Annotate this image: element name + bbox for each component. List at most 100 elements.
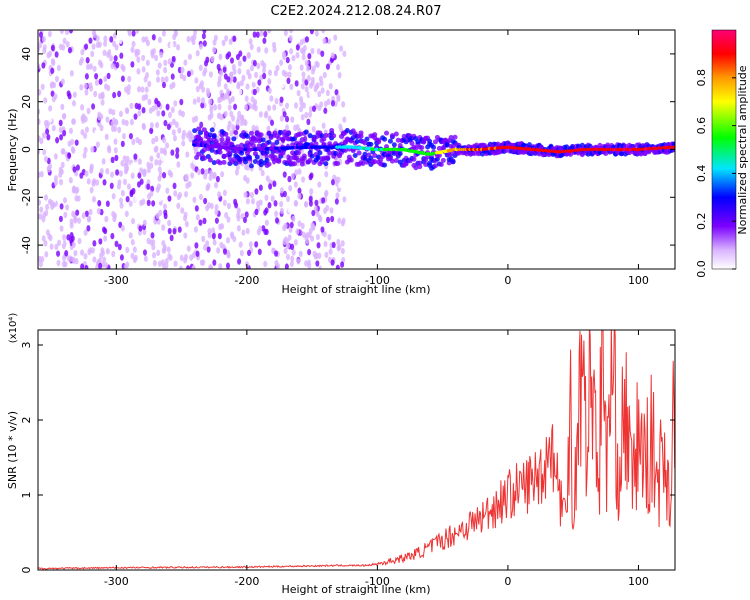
heatmap-cell [213,104,218,111]
heatmap-cell [195,50,200,57]
heatmap-cell [274,250,279,257]
heatmap-cell [48,50,53,57]
heatmap-cell [279,200,284,208]
heatmap-cell [452,134,458,140]
heatmap-cell [122,178,127,186]
heatmap-cell [176,44,181,51]
heatmap-cell [73,106,78,113]
heatmap-cell [285,56,290,64]
heatmap-cell [245,83,250,90]
heatmap-cell [113,138,118,145]
heatmap-cell [314,30,319,37]
heatmap-cell [66,234,71,241]
heatmap-cell [68,30,73,34]
heatmap-cell [254,71,259,79]
heatmap-cell [83,146,88,154]
heatmap-cell [310,80,315,87]
heatmap-cell [73,249,78,257]
heatmap-cell [342,147,348,153]
heatmap-cell [181,110,186,118]
heatmap-cell [163,212,168,220]
heatmap-cell [59,225,64,232]
heatmap-cell [97,258,102,265]
heatmap-cell [307,262,312,269]
heatmap-cell [323,240,328,248]
heatmap-cell [311,209,316,217]
heatmap-cell [274,97,279,105]
heatmap-cell [342,196,347,203]
heatmap-cell [344,128,350,134]
heatmap-cell [160,155,165,162]
heatmap-cell [212,46,217,54]
heatmap-cell [91,110,96,118]
heatmap-cell [284,263,289,269]
heatmap-cell [201,155,207,161]
heatmap-cell [120,225,125,232]
heatmap-cell [143,255,148,262]
heatmap-cell [50,203,55,210]
heatmap-cell [262,67,267,74]
heatmap-cell [156,183,161,190]
heatmap-cell [285,238,290,245]
heatmap-cell [41,215,46,223]
heatmap-cell [245,198,250,205]
heatmap-cell [252,102,257,109]
heatmap-cell [282,51,287,58]
heatmap-cell [342,116,347,123]
heatmap-cell [289,48,294,55]
heatmap-cell [307,133,313,139]
heatmap-cell [91,196,96,203]
heatmap-cell [99,252,104,259]
heatmap-cell [279,59,284,66]
heatmap-cell [264,194,269,201]
heatmap-cell [38,118,41,125]
heatmap-cell [273,200,278,207]
heatmap-cell [131,30,136,37]
heatmap-cell [203,67,208,74]
heatmap-cell [156,152,161,159]
heatmap-cell [239,119,244,127]
heatmap-cell [259,30,264,37]
heatmap-cell [71,210,76,218]
heatmap-cell [274,217,279,224]
heatmap-cell [325,204,330,212]
heatmap-cell [129,102,134,110]
heatmap-cell [172,134,177,142]
snr-y-tick-label: 3 [20,342,33,349]
heatmap-cell [167,169,172,176]
heatmap-cell [238,241,243,248]
heatmap-cell [317,150,323,156]
heatmap-cell [91,103,96,110]
heatmap-cell [415,139,421,145]
heatmap-cell [287,64,292,71]
heatmap-cell [253,76,258,84]
heatmap-cell [323,107,328,114]
heatmap-cell [384,130,390,136]
heatmap-cell [53,153,58,160]
spectrogram-y-tick-label: 0 [20,146,33,153]
heatmap-cell [125,246,130,254]
heatmap-cell [309,188,314,195]
heatmap-cell [331,241,336,249]
heatmap-cell [62,113,67,120]
heatmap-cell [186,245,191,252]
heatmap-cell [255,31,260,38]
spectrogram-x-label: Height of straight line (km) [281,283,430,296]
heatmap-cell [225,262,230,269]
heatmap-cell [105,168,110,175]
heatmap-cell [290,255,295,263]
heatmap-cell [263,253,268,260]
heatmap-cell [41,132,46,139]
spectrogram-x-tick-label: 0 [504,274,511,287]
heatmap-cell [231,115,236,122]
heatmap-cell [211,133,217,139]
heatmap-cell [122,155,127,162]
heatmap-cell [431,144,437,150]
heatmap-cell [333,34,338,41]
heatmap-cell [329,207,334,214]
heatmap-cell [192,128,198,134]
heatmap-cell [46,165,51,173]
heatmap-cell [341,217,346,224]
heatmap-cell [267,104,272,112]
heatmap-cell [336,93,341,101]
